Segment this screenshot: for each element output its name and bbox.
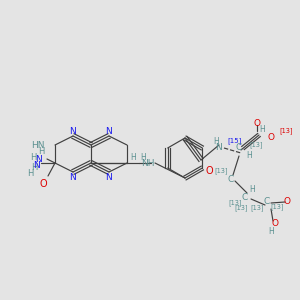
Text: H: H (27, 169, 33, 178)
Text: H: H (130, 154, 136, 163)
Text: C: C (228, 175, 234, 184)
Text: [13]: [13] (249, 142, 262, 148)
Text: H: H (30, 154, 36, 163)
Text: N: N (70, 128, 76, 136)
Text: N: N (34, 160, 40, 169)
Text: H: H (246, 152, 252, 160)
Text: [13]: [13] (234, 205, 248, 212)
Text: N: N (36, 155, 42, 164)
Text: N: N (106, 128, 112, 136)
Text: [15]: [15] (227, 138, 242, 144)
Text: H: H (38, 148, 44, 157)
Text: NH: NH (141, 160, 155, 169)
Text: C: C (236, 142, 242, 152)
Text: H: H (31, 164, 37, 172)
Text: HN: HN (32, 140, 45, 149)
Text: H: H (140, 152, 146, 161)
Text: H: H (268, 226, 274, 236)
Text: H: H (249, 184, 255, 194)
Text: [13]: [13] (270, 204, 284, 210)
Text: [13]: [13] (228, 200, 242, 206)
Text: O: O (284, 196, 290, 206)
Text: C: C (264, 196, 270, 206)
Text: O: O (268, 133, 274, 142)
Text: H: H (213, 136, 219, 146)
Text: H: H (259, 124, 265, 134)
Text: N: N (106, 172, 112, 182)
Text: C: C (242, 194, 248, 202)
Text: [13]: [13] (214, 168, 228, 174)
Text: O: O (39, 179, 47, 189)
Text: O: O (254, 118, 260, 127)
Text: [13]: [13] (250, 205, 264, 212)
Text: N: N (70, 172, 76, 182)
Text: O: O (205, 166, 213, 176)
Text: O: O (272, 218, 278, 227)
Text: N: N (216, 143, 222, 152)
Text: [13]: [13] (279, 128, 292, 134)
